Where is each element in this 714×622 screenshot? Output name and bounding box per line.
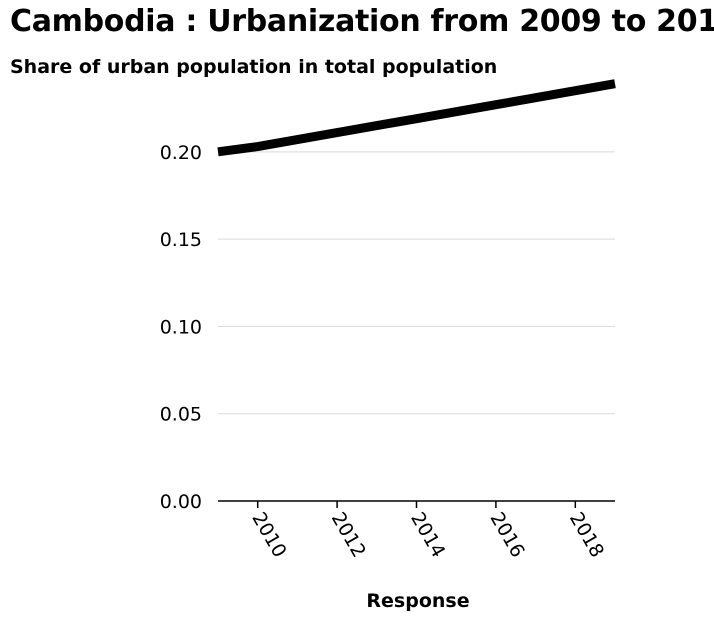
series-line	[217, 79, 616, 157]
x-axis-ticks: 2010 2012 2014 2016 2018	[247, 501, 608, 561]
grid-lines	[218, 151, 615, 415]
y-tick-label: 0.05	[160, 404, 202, 426]
series-layer	[217, 79, 616, 157]
x-tick-label: 2014	[406, 509, 449, 562]
x-tick-label: 2012	[327, 509, 370, 562]
x-tick-label: 2018	[565, 509, 608, 562]
y-tick-label: 0.20	[160, 142, 202, 164]
chart-subtitle: Share of urban population in total popul…	[10, 56, 498, 78]
chart-title: Cambodia : Urbanization from 2009 to 201…	[10, 4, 714, 39]
y-tick-label: 0.10	[160, 316, 202, 338]
y-tick-label: 0.00	[160, 491, 202, 513]
x-axis-title: Response	[366, 590, 469, 612]
y-axis-ticks: 0.00 0.05 0.10 0.15 0.20	[160, 142, 202, 513]
y-tick-label: 0.15	[160, 229, 202, 251]
x-tick-label: 2010	[247, 509, 290, 562]
x-tick-label: 2016	[486, 509, 529, 562]
